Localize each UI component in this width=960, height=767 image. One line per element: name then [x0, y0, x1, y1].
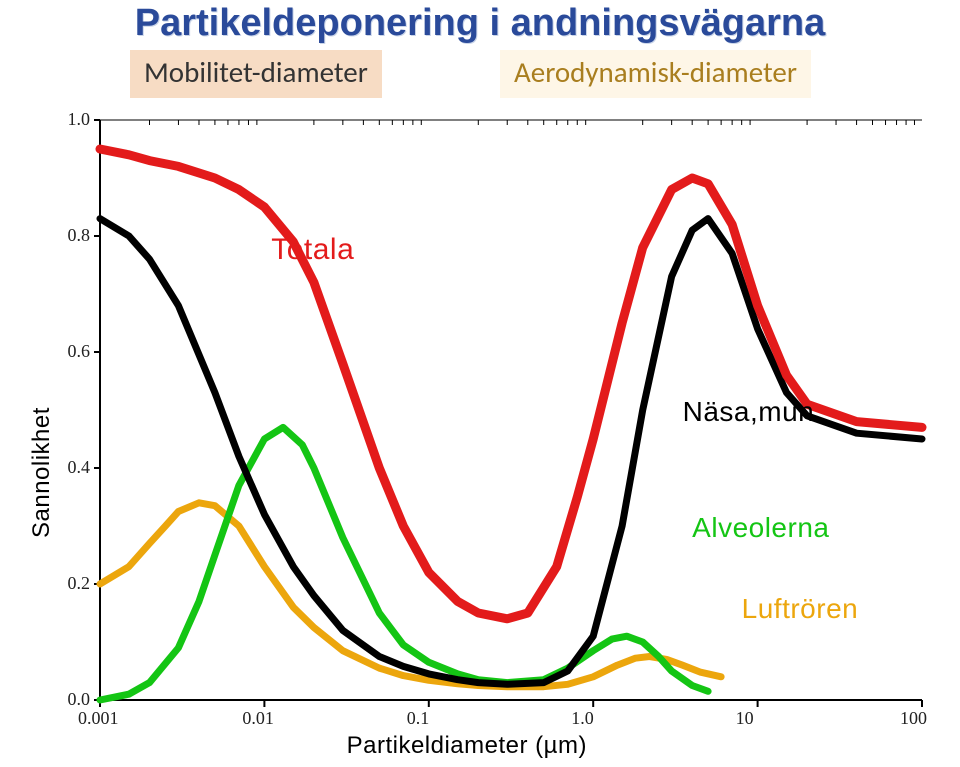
series-label: Luftrören	[742, 593, 859, 625]
x-tick-label: 0.01	[242, 708, 274, 729]
y-tick-label: 0.2	[68, 573, 91, 594]
y-tick-label: 0.6	[68, 341, 91, 362]
x-tick-label: 10	[736, 708, 754, 729]
series-label: Totala	[271, 233, 354, 267]
x-tick-label: 0.001	[78, 708, 119, 729]
y-tick-label: 0.4	[68, 457, 91, 478]
series-label: Näsa,mun	[683, 396, 815, 428]
x-tick-label: 1.0	[571, 708, 594, 729]
deposition-chart	[0, 0, 960, 767]
y-axis-label: Sannolikhet	[28, 407, 56, 538]
x-tick-label: 100	[900, 708, 927, 729]
series-label: Alveolerna	[692, 512, 829, 544]
y-tick-label: 1.0	[68, 109, 91, 130]
x-tick-label: 0.1	[407, 708, 430, 729]
x-axis-label: Partikeldiameter (µm)	[347, 732, 587, 760]
y-tick-label: 0.0	[68, 689, 91, 710]
y-tick-label: 0.8	[68, 225, 91, 246]
